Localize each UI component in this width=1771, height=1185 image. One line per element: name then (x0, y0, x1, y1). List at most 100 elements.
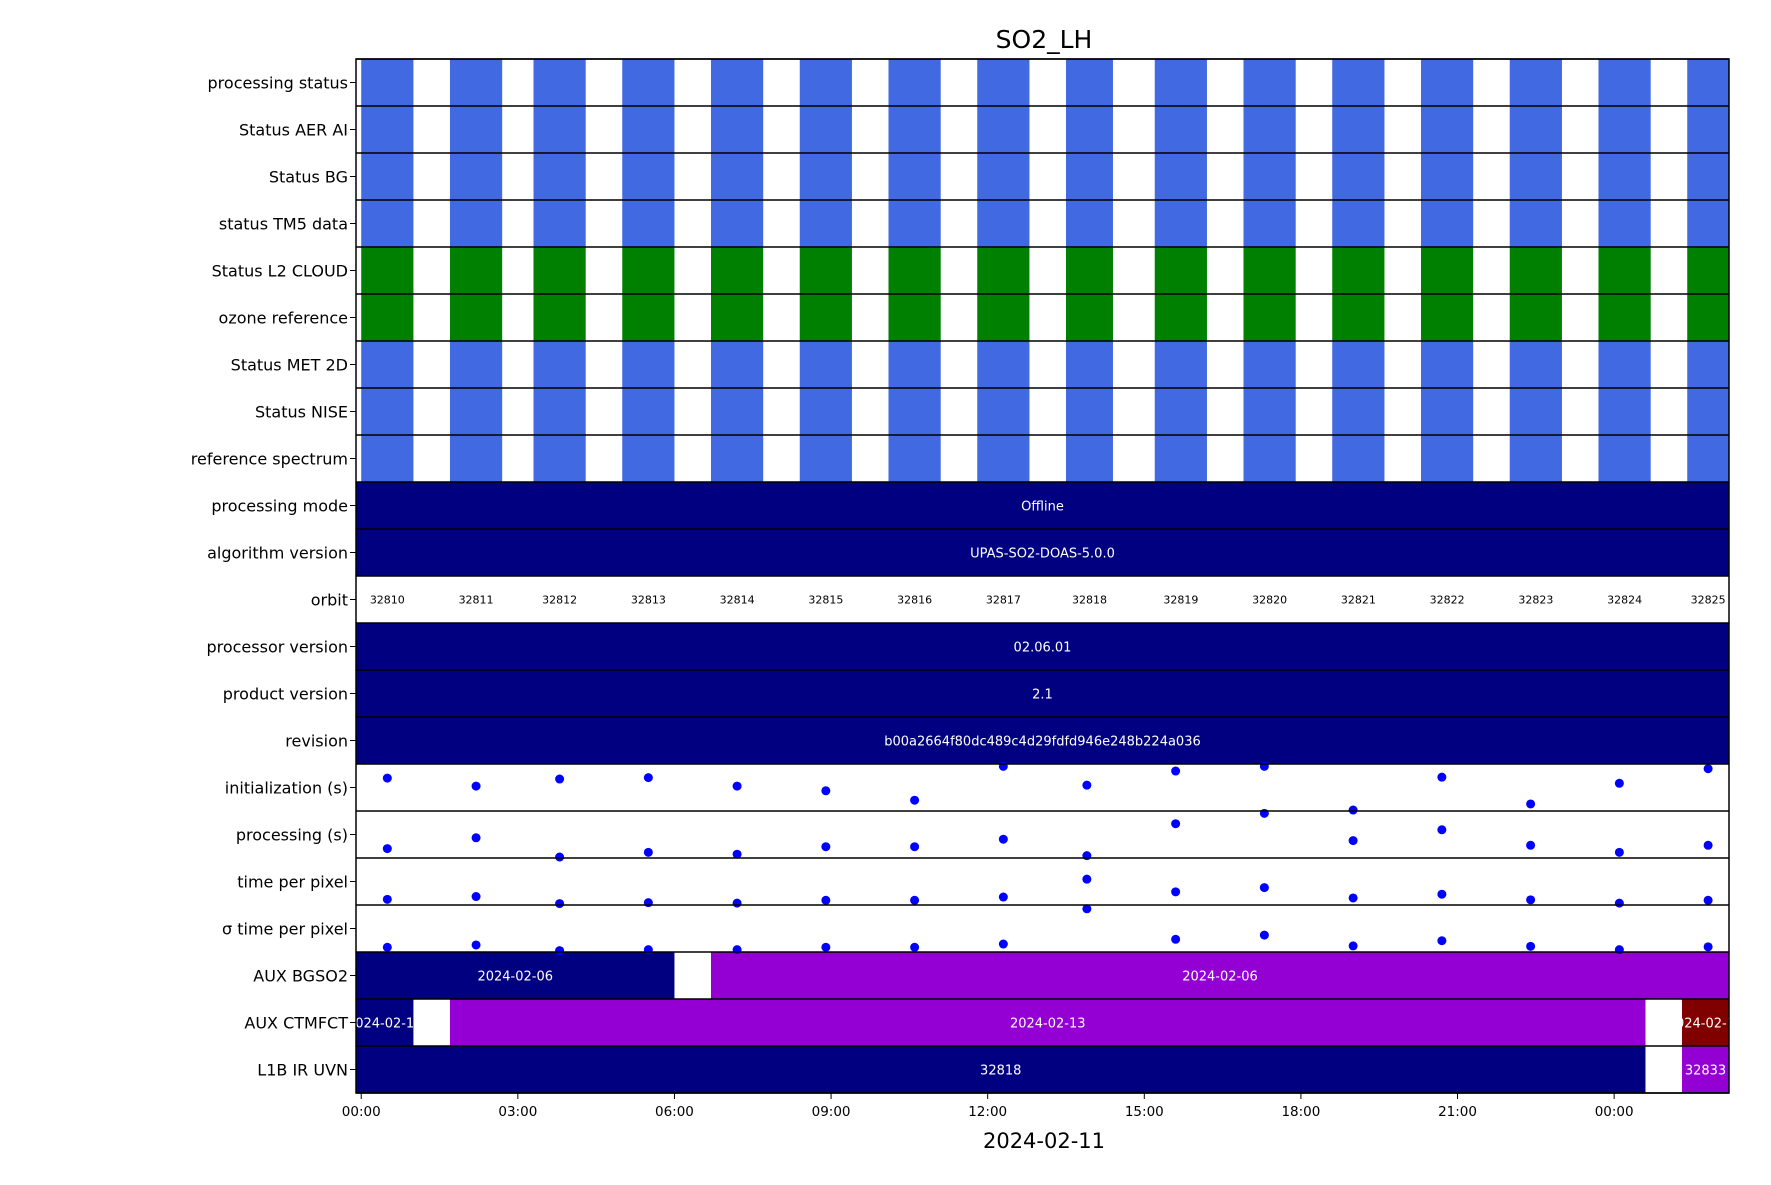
scatter-point (555, 946, 565, 956)
status-cell (1598, 106, 1651, 153)
status-cell (1332, 153, 1385, 200)
status-cell (1065, 59, 1113, 106)
status-cell (1332, 247, 1385, 294)
status-cell (1154, 106, 1207, 153)
category-segment-label: 32833 (1685, 1064, 1726, 1079)
status-cell (1332, 341, 1385, 388)
scatter-point (821, 942, 831, 952)
status-cell (1420, 106, 1474, 153)
scatter-point (1703, 942, 1713, 952)
row-label: status TM5 data (219, 215, 348, 234)
status-cell (1243, 247, 1296, 294)
status-cell (1154, 341, 1207, 388)
scatter-point (910, 895, 920, 905)
orbit-number: 32815 (808, 594, 843, 607)
x-tick-label: 00:00 (342, 1104, 381, 1120)
status-cell (1420, 341, 1474, 388)
orbit-number: 32818 (1072, 594, 1107, 607)
label-row-text: 2.1 (1032, 688, 1053, 703)
status-cell (977, 200, 1030, 247)
status-cell (799, 106, 852, 153)
status-cell (622, 388, 675, 435)
row-label: Status L2 CLOUD (212, 262, 348, 281)
status-cell (622, 247, 675, 294)
status-cell (710, 294, 764, 341)
status-cell (361, 59, 414, 106)
status-cell (977, 388, 1030, 435)
status-cell (1154, 247, 1207, 294)
scatter-point (382, 942, 392, 952)
status-cell (1687, 294, 1729, 341)
label-row-bar (356, 529, 1729, 576)
row-label: processing status (208, 74, 348, 93)
category-segment (356, 1046, 1646, 1093)
status-cell (622, 106, 675, 153)
status-cell (1420, 153, 1474, 200)
x-axis: 00:00 03:00 06:00 09:00 12:00 15:00 18:00 21:00… (342, 1093, 1634, 1120)
status-cell (1687, 247, 1729, 294)
scatter-point (1437, 825, 1447, 835)
status-cell (533, 247, 586, 294)
scatter-point (643, 773, 653, 783)
row-label: time per pixel (237, 873, 348, 892)
status-cell (533, 153, 586, 200)
status-cell (888, 247, 941, 294)
scatter-point (1614, 945, 1624, 955)
status-cell (710, 59, 764, 106)
status-cell (977, 435, 1030, 482)
scatter-point (1348, 893, 1358, 903)
orbit-number: 32813 (631, 594, 666, 607)
scatter-point (1082, 904, 1092, 914)
scatter-point (1437, 889, 1447, 899)
grid-layer (355, 58, 1730, 1094)
scatter-point (1259, 883, 1269, 893)
status-cell (1332, 388, 1385, 435)
label-row-bar (356, 482, 1729, 529)
orbit-number: 32811 (459, 594, 494, 607)
status-cell (1243, 200, 1296, 247)
status-cell (1243, 341, 1296, 388)
status-cell (888, 341, 941, 388)
scatter-point (643, 898, 653, 908)
row-label: AUX BGSO2 (253, 967, 348, 986)
status-cell (799, 388, 852, 435)
scatter-point (1614, 847, 1624, 857)
status-cell (888, 200, 941, 247)
status-cell (622, 435, 675, 482)
status-cell (1687, 200, 1729, 247)
status-cell (622, 200, 675, 247)
label-row-text: UPAS-SO2-DOAS-5.0.0 (970, 547, 1115, 562)
status-cell (710, 435, 764, 482)
scatter-point (1348, 941, 1358, 951)
x-tick-label: 21:00 (1438, 1104, 1477, 1120)
status-cell (361, 341, 414, 388)
status-cell (1332, 435, 1385, 482)
status-cell (710, 153, 764, 200)
scatter-point (732, 849, 742, 859)
status-cell (1509, 59, 1562, 106)
scatter-point (1703, 895, 1713, 905)
category-segment (356, 999, 414, 1046)
orbit-number: 32821 (1341, 594, 1376, 607)
status-cell (533, 435, 586, 482)
status-cell (1420, 435, 1474, 482)
status-cell (977, 106, 1030, 153)
status-cell (1509, 200, 1562, 247)
status-cell (1687, 153, 1729, 200)
status-cell (449, 247, 503, 294)
scatter-point (643, 847, 653, 857)
orbit-number: 32810 (370, 594, 405, 607)
row-label: reference spectrum (191, 450, 348, 469)
status-cell (361, 200, 414, 247)
scatter-point (382, 773, 392, 783)
status-cell (1243, 388, 1296, 435)
scatter-point (1703, 840, 1713, 850)
row-label: L1B IR UVN (257, 1061, 348, 1080)
row-label: algorithm version (207, 544, 348, 563)
orbit-number: 32816 (897, 594, 932, 607)
status-cell (1154, 388, 1207, 435)
scatter-point (910, 795, 920, 805)
scatter-point (732, 945, 742, 955)
scatter-point (732, 898, 742, 908)
